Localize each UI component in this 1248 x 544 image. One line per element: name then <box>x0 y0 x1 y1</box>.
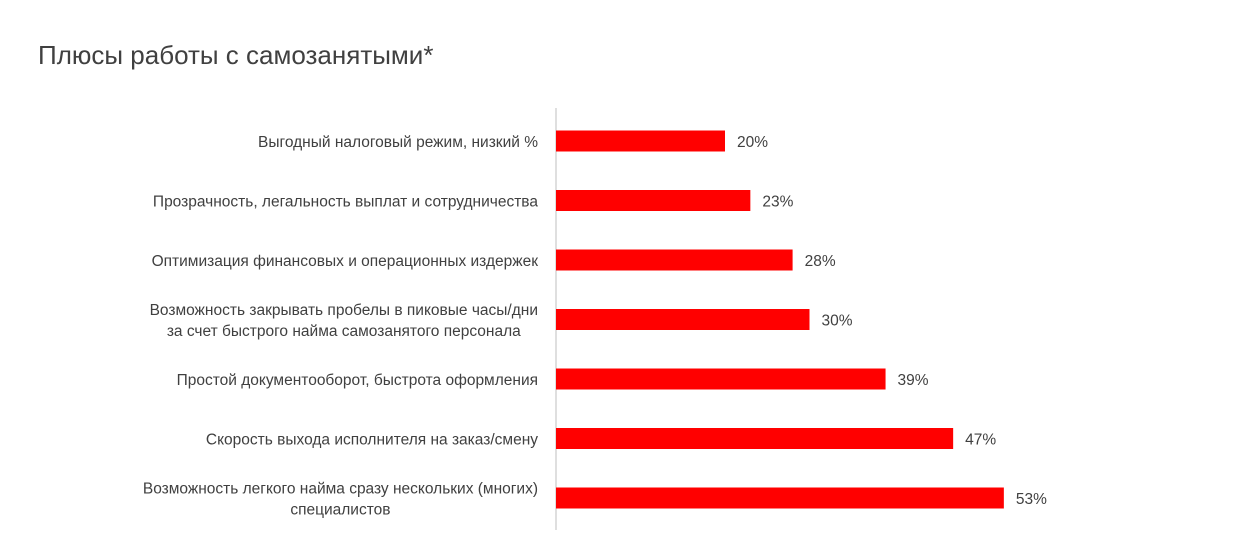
bar <box>556 487 1004 509</box>
bar-value-label: 53% <box>1016 491 1047 508</box>
bar <box>556 428 954 449</box>
bars-group: 20% Выгодный налоговый режим, низкий % 23%… <box>143 130 1047 519</box>
bar-value-label: 28% <box>805 253 836 270</box>
bar <box>556 249 793 271</box>
category-label: Выгодный налоговый режим, низкий % <box>258 134 538 151</box>
category-label: специалистов <box>290 502 390 519</box>
bar <box>556 368 886 390</box>
category-label: Прозрачность, легальность выплат и сотру… <box>153 194 538 211</box>
bar-value-label: 23% <box>762 194 793 211</box>
category-label: Простой документооборот, быстрота оформл… <box>177 372 538 389</box>
category-label: Скорость выхода исполнителя на заказ/сме… <box>206 432 538 449</box>
bar <box>556 190 751 211</box>
bar <box>556 309 810 330</box>
category-label: за счет быстрого найма самозанятого перс… <box>167 323 521 340</box>
category-label: Оптимизация финансовых и операционных из… <box>152 253 539 270</box>
bar-value-label: 47% <box>965 432 996 449</box>
chart-title: Плюсы работы с самозанятыми* <box>38 40 434 70</box>
category-label: Возможность легкого найма сразу нескольк… <box>143 481 538 498</box>
category-label: Возможность закрывать пробелы в пиковые … <box>150 302 538 319</box>
bar-value-label: 39% <box>898 372 929 389</box>
bar-value-label: 30% <box>822 313 853 330</box>
bar <box>556 130 725 152</box>
bar-value-label: 20% <box>737 134 768 151</box>
